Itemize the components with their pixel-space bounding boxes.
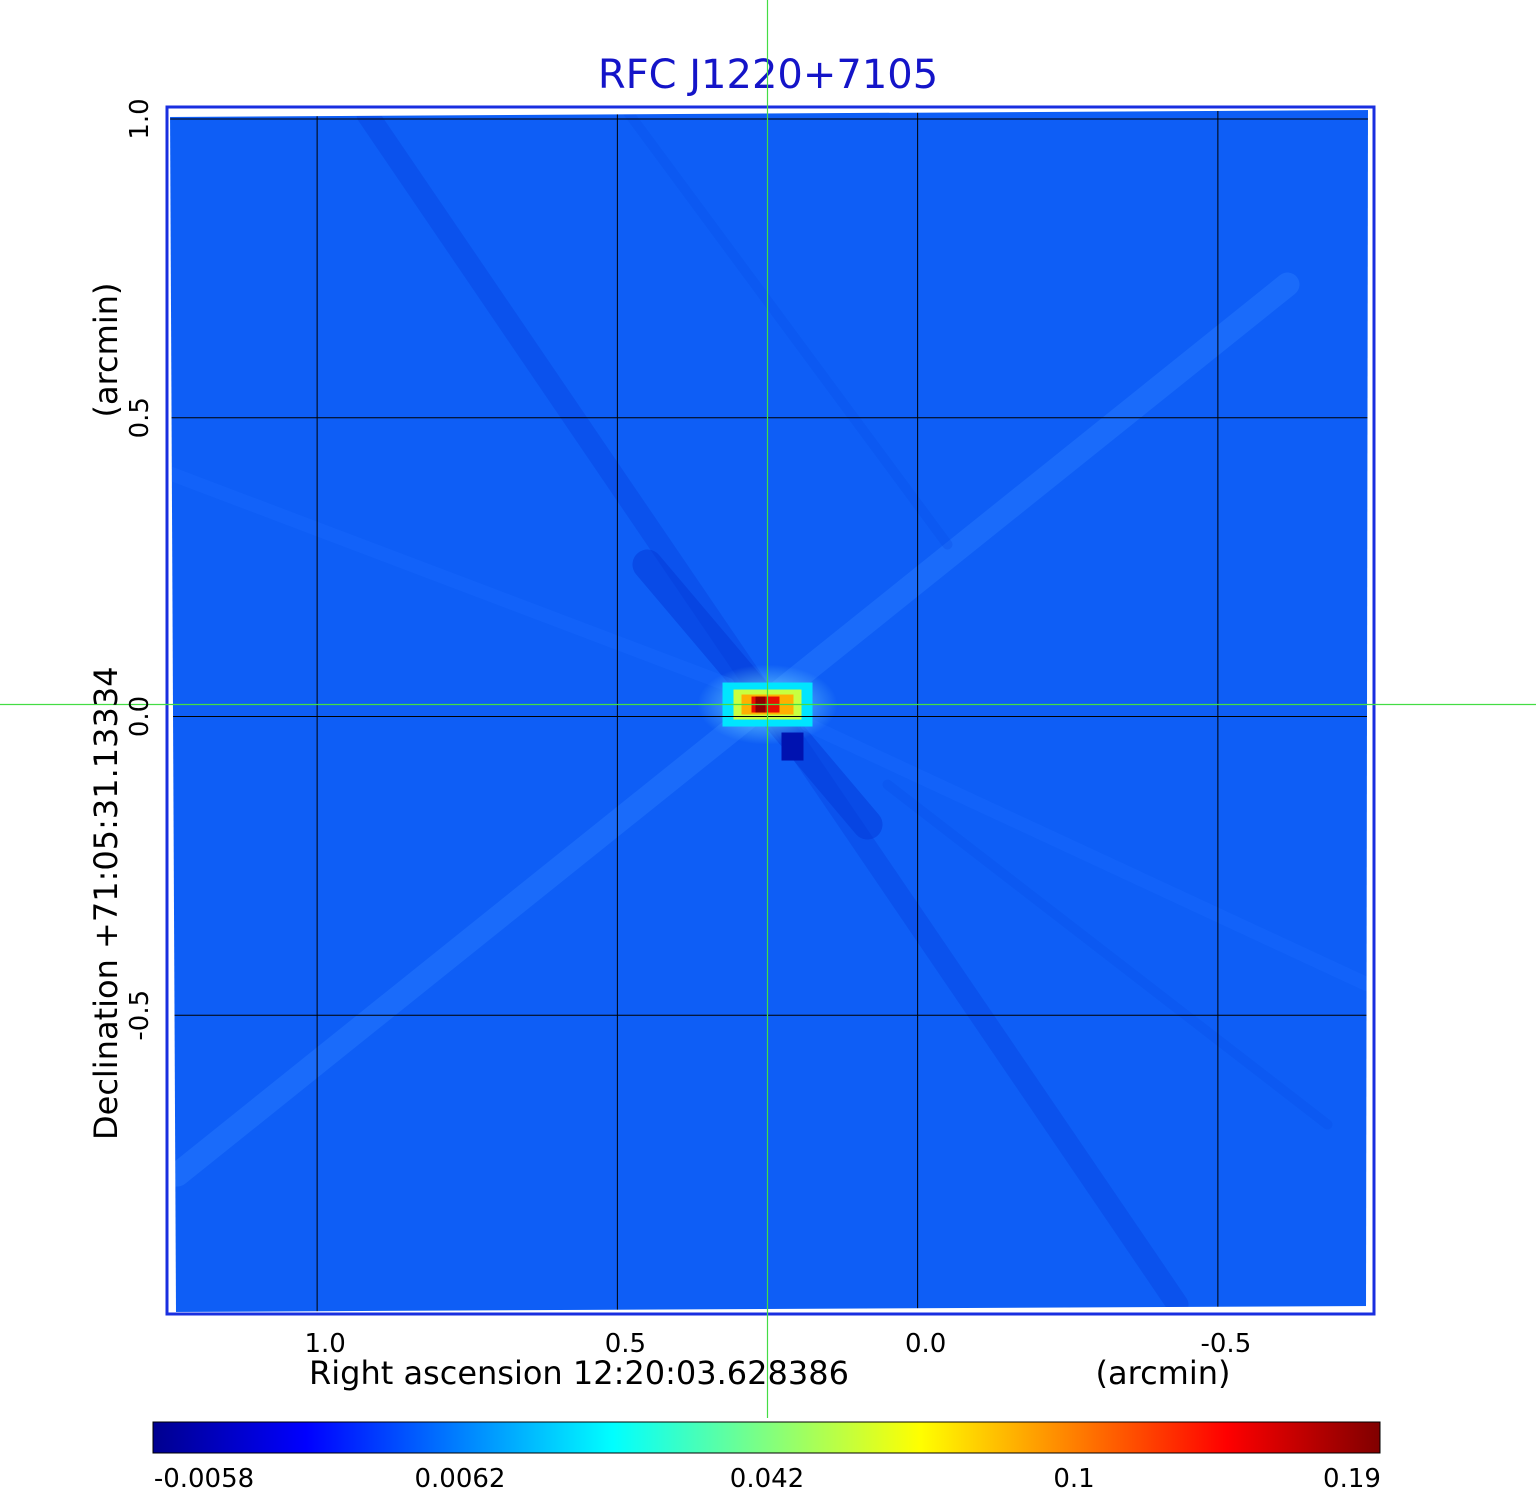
sidelobe-streak — [800, 717, 1374, 992]
edge-bottom — [167, 1306, 1374, 1314]
colorbar-tick-labels: -0.0058 0.0062 0.042 0.1 0.19 — [154, 1464, 1381, 1494]
x-tick-labels: 1.0 0.5 0.0 -0.5 — [304, 1329, 1251, 1359]
colorbar-tick-label: 0.042 — [730, 1464, 804, 1494]
x-axis-label: Right ascension 12:20:03.628386 — [309, 1354, 849, 1392]
sidelobe-streak — [882, 779, 1333, 1130]
colorbar-tick-label: 0.19 — [1323, 1464, 1381, 1494]
crosshair — [0, 0, 1536, 1418]
x-tick-label: 1.0 — [304, 1329, 345, 1359]
x-tick-label: 0.5 — [605, 1329, 646, 1359]
plot-frame — [165, 105, 1376, 1316]
y-tick-labels: 1.0 0.5 0.0 -0.5 — [125, 98, 155, 1040]
colorbar — [152, 1421, 1381, 1454]
colorbar-tick-label: 0.0062 — [415, 1464, 506, 1494]
edge-left — [167, 107, 176, 1314]
negative-lobe — [781, 732, 804, 761]
x-tick-label: 0.0 — [905, 1329, 946, 1359]
grid-lines — [167, 107, 1374, 1314]
y-tick-label: 0.0 — [125, 696, 155, 737]
y-axis-label: Declination +71:05:31.13334 — [87, 666, 125, 1140]
plot-area — [167, 107, 1374, 1314]
y-tick-label: 0.5 — [125, 397, 155, 438]
sidelobe-streak — [617, 107, 953, 550]
edge-right — [1366, 107, 1374, 1314]
image-edge-mask — [167, 107, 1374, 1314]
colorbar-tick-label: -0.0058 — [154, 1464, 254, 1494]
colorbar-tick-label: 0.1 — [1053, 1464, 1094, 1494]
y-tick-label: -0.5 — [125, 990, 155, 1041]
x-tick-label: -0.5 — [1201, 1329, 1252, 1359]
edge-top — [167, 107, 1374, 117]
y-tick-label: 1.0 — [125, 98, 155, 139]
y-axis-unit: (arcmin) — [87, 283, 125, 418]
x-axis-unit: (arcmin) — [1096, 1354, 1231, 1392]
